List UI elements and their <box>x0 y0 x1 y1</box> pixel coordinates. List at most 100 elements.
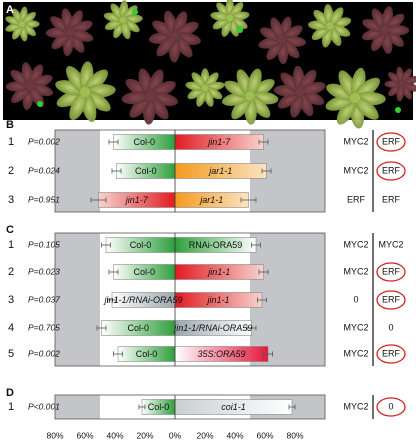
col1-value: MYC2 <box>343 401 368 411</box>
rosette-center <box>145 91 155 101</box>
bar-label-left: Col-0 <box>133 137 155 147</box>
highlight-circle <box>376 397 406 417</box>
row-number: 4 <box>8 322 14 334</box>
rosette-center <box>295 87 305 97</box>
col2-value: ERF <box>382 136 401 146</box>
rosette-leaf <box>384 24 410 36</box>
rosette-leaf <box>156 35 176 57</box>
col2-value: ERF <box>382 294 401 304</box>
bar-label-left: Col-0 <box>127 323 149 333</box>
rosette-leaf <box>172 11 188 37</box>
panel-letter-b: B <box>6 119 14 131</box>
rosette-leaf <box>328 7 344 27</box>
col1-value: MYC2 <box>343 136 368 146</box>
panel-letter-a: A <box>6 4 14 16</box>
rosette-leaf <box>362 19 386 33</box>
rosette-center <box>399 81 405 87</box>
rosette-center <box>326 22 334 30</box>
rosette-center <box>19 21 25 27</box>
row-number: 5 <box>8 348 14 360</box>
axis-tick-label: 0% <box>169 430 182 440</box>
axis-tick-label: 80% <box>46 430 63 440</box>
row-number: 1 <box>8 401 14 413</box>
rosette-leaf <box>152 20 176 38</box>
rosette-leaf <box>401 82 416 92</box>
row-number: 1 <box>8 136 14 148</box>
rosette-leaf <box>396 83 405 102</box>
rosette-center <box>66 28 74 36</box>
col2-value: 0 <box>388 401 393 411</box>
bar-label-right: RNAi-ORA59 <box>189 240 243 250</box>
bar-label-right: jin1-1/RNAi-ORA59 <box>173 323 252 333</box>
row-number: 3 <box>8 294 14 306</box>
bar-label-left: Col-0 <box>136 349 158 359</box>
panel-letter-c: C <box>6 224 14 236</box>
col2-value: ERF <box>382 165 401 175</box>
bar-label-right: coi1-1 <box>221 402 246 412</box>
col2-value: ERF <box>382 266 401 276</box>
bar-label-right: jar1-1 <box>208 166 232 176</box>
photo-highlight <box>37 101 43 107</box>
rosette-leaf <box>12 23 24 40</box>
p-value: P=0.002 <box>28 348 60 358</box>
rosette-leaf <box>270 17 285 41</box>
col1-value: MYC2 <box>343 322 368 332</box>
bar-label-right: jin1-1 <box>207 267 230 277</box>
axis-tick-label: 60% <box>256 430 273 440</box>
p-value: P=0.024 <box>28 165 60 175</box>
bar-label-left: jin1-7 <box>125 195 149 205</box>
axis-tick-label: 40% <box>226 430 243 440</box>
p-value: P=0.705 <box>28 322 60 332</box>
col1-value: MYC2 <box>343 239 368 249</box>
rosette-leaf <box>260 27 283 42</box>
rosette-leaf <box>224 80 251 99</box>
rosette-leaf <box>299 82 326 96</box>
row-number: 1 <box>8 239 14 251</box>
rosette-leaf <box>246 68 262 97</box>
rosette-leaf <box>229 16 248 29</box>
axis-tick-label: 20% <box>136 430 153 440</box>
bar-label-right: jar1-1 <box>199 195 223 205</box>
rosette-center <box>79 86 91 98</box>
highlight-circle <box>376 262 406 282</box>
rosette-leaf <box>326 83 356 101</box>
rosette-center <box>26 82 34 90</box>
rosette-leaf <box>191 72 206 89</box>
rosette-center <box>170 31 180 41</box>
col1-value: 0 <box>353 294 358 304</box>
rosette-leaf <box>69 91 88 121</box>
bar-label-left: Col-0 <box>135 166 157 176</box>
rosette-leaf <box>196 87 207 107</box>
row-number: 2 <box>8 165 14 177</box>
highlight-circle <box>376 132 406 152</box>
rosette-leaf <box>69 29 94 42</box>
row-number: 3 <box>8 194 14 206</box>
rosette-center <box>201 84 209 92</box>
rosette-leaf <box>120 19 131 40</box>
rosette-center <box>119 16 127 24</box>
p-value: P=0.023 <box>28 266 60 276</box>
p-value: P=0.951 <box>28 194 60 204</box>
rosette-leaf <box>210 11 231 21</box>
col2-value: ERF <box>382 348 401 358</box>
col2-value: ERF <box>382 194 401 204</box>
panel-letter-d: D <box>6 387 14 399</box>
highlight-circle <box>376 344 406 364</box>
shaded-region-left <box>55 233 100 366</box>
rosette-center <box>245 91 255 101</box>
rosette-leaf <box>354 96 379 120</box>
p-value: P=0.037 <box>28 294 60 304</box>
highlight-circle <box>376 161 406 181</box>
shaded-region-left <box>55 130 100 212</box>
rosette-leaf <box>68 10 83 33</box>
shaded-region-right <box>250 233 325 366</box>
photo-highlight <box>132 9 138 15</box>
shaded-region-left <box>55 395 100 419</box>
bar-label-left: Col-0 <box>133 267 155 277</box>
p-value: P=0.105 <box>28 239 60 249</box>
panel-frame <box>54 394 326 420</box>
bar-label-right: jin1-7 <box>207 137 231 147</box>
rosette-center <box>349 92 361 104</box>
col2-value: MYC2 <box>378 239 403 249</box>
panel-a-photo <box>3 0 416 129</box>
